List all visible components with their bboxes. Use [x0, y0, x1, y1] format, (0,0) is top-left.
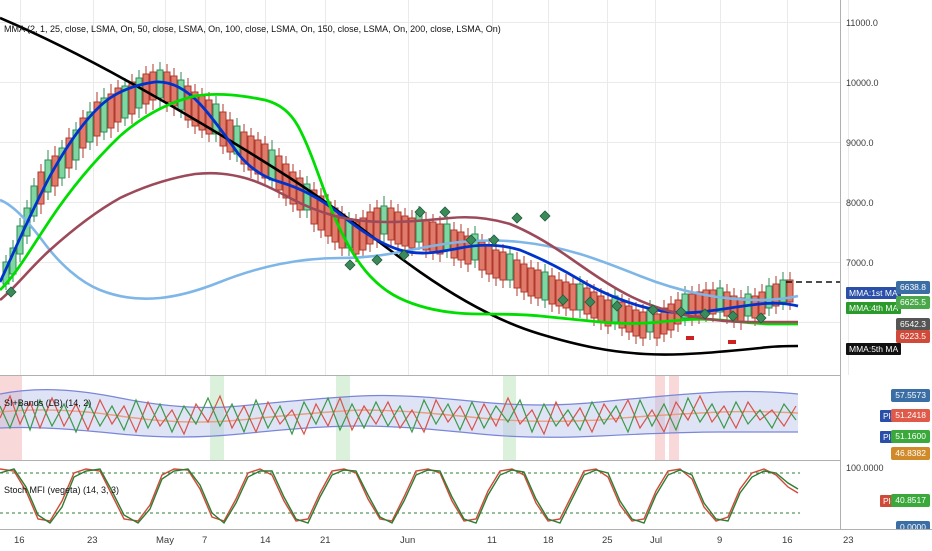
candles [2, 62, 794, 346]
bands-fill [0, 389, 798, 438]
ma-1-line [0, 198, 799, 302]
gridline [655, 0, 656, 375]
highlight-zone [0, 376, 22, 460]
stoch-d-line [0, 468, 799, 525]
x-tick: 23 [87, 535, 98, 546]
gridline [492, 0, 493, 375]
gridline [0, 262, 840, 263]
price-pane: MMA (2, 1, 25, close, LSMA, On, 50, clos… [0, 0, 902, 375]
si-bands-pane-bottom-border [0, 460, 840, 461]
stoch-k-line [0, 468, 799, 522]
stoch-mfi-indicator-legend: Stoch MFI (vegeta) (14, 3, 3) [4, 485, 120, 495]
gridline [165, 0, 166, 375]
series-tag-4th-ma: MMA:4th MA [846, 302, 902, 314]
price-tag-4th-ma[interactable]: 6625.5 [896, 296, 930, 309]
x-tick: 7 [202, 535, 208, 546]
gridline [548, 0, 549, 375]
y-tick-stoch-top: 100.0000 [846, 463, 884, 473]
lower-band-line [0, 425, 798, 438]
x-tick: 16 [14, 535, 25, 546]
upper-band-line [0, 389, 799, 409]
series-tag-1st-ma: MMA:1st MA [846, 287, 901, 299]
stoch-plot-value[interactable]: 40.8517 [891, 494, 930, 507]
y-tick-price: 11000.0 [846, 18, 878, 28]
x-tick: 11 [487, 535, 497, 546]
x-tick: 25 [602, 535, 613, 546]
price-indicator-legend: MMA (2, 1, 25, close, LSMA, On, 50, clos… [4, 24, 501, 34]
gridline [0, 322, 840, 323]
stoch-mfi-plot [0, 468, 800, 525]
price-plot [0, 16, 840, 356]
y-tick-price: 8000.0 [846, 198, 874, 208]
x-tick: 18 [543, 535, 554, 546]
x-tick: Jun [400, 535, 416, 546]
gridline [20, 0, 21, 375]
x-tick: 23 [843, 535, 854, 546]
series-tag-5th-ma: MMA:5th MA [846, 343, 902, 355]
price-tag-close[interactable]: 6223.5 [896, 330, 930, 343]
x-tick: 14 [260, 535, 271, 546]
ma-3-line [0, 92, 798, 326]
y-axis-separator [840, 0, 841, 550]
si-top-band-tag[interactable]: 57.5573 [891, 389, 930, 402]
x-tick: Jul [650, 535, 663, 546]
ma-4-line [0, 171, 798, 324]
price-pane-bottom-border [0, 375, 840, 376]
gridline [205, 0, 206, 375]
gridline [325, 0, 326, 375]
highlight-zone [669, 376, 679, 460]
stoch-mfi-pane: Stoch MFI (vegeta) (14, 3, 3) [0, 461, 840, 529]
gridline [607, 0, 608, 375]
price-tag-1st-ma[interactable]: 6638.8 [896, 281, 930, 294]
si-bands-indicator-legend: SI+Bands (LB) (14, 2) [4, 398, 92, 408]
si-green-line [0, 396, 797, 436]
gridline [0, 22, 840, 23]
gridline [0, 202, 840, 203]
x-tick: May [156, 535, 174, 546]
x-tick: 16 [782, 535, 793, 546]
x-axis: 16 23 May 7 14 21 Jun 11 18 25 Jul 9 16 … [0, 529, 932, 551]
x-tick: 9 [717, 535, 723, 546]
gridline [787, 0, 788, 375]
gridline [265, 0, 266, 375]
x-tick: 21 [320, 535, 331, 546]
gridline [0, 82, 840, 83]
price-tag-5th-ma[interactable]: 6542.3 [896, 318, 930, 331]
gridline [93, 0, 94, 375]
si-plot-value-2[interactable]: 51.1600 [891, 430, 930, 443]
si-bands-plot [0, 389, 799, 438]
gridline [720, 0, 721, 375]
y-tick-price: 10000.0 [846, 78, 879, 88]
gridline [408, 0, 409, 375]
si-bottom-band-tag[interactable]: 46.8382 [891, 447, 930, 460]
y-tick-price: 7000.0 [846, 258, 874, 268]
gridline [0, 142, 840, 143]
ma-5-line [0, 16, 799, 356]
signal-red-marks [686, 336, 736, 344]
signal-diamonds [5, 206, 767, 324]
gridline [848, 0, 849, 375]
si-bands-pane: SI+Bands (LB) (14, 2) [0, 376, 840, 460]
highlight-zone [655, 376, 665, 460]
si-plot-value-1[interactable]: 51.2418 [891, 409, 930, 422]
y-tick-price: 9000.0 [846, 138, 874, 148]
